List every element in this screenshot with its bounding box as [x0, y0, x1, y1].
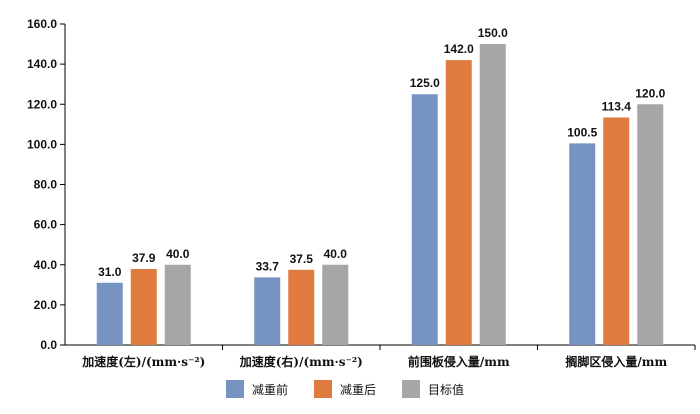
- x-category-label: 加速度(右)/(mm·s⁻²): [239, 354, 363, 369]
- bar: [411, 94, 438, 345]
- bars: [96, 44, 664, 346]
- bar: [322, 264, 349, 345]
- bar-value-label: 37.5: [290, 252, 314, 266]
- bar-value-label: 33.7: [256, 259, 280, 273]
- legend-label: 目标值: [428, 382, 464, 397]
- bar-value-label: 120.0: [635, 86, 665, 100]
- x-axis: 加速度(左)/(mm·s⁻²) 加速度(右)/(mm·s⁻²) 前围板侵入量/mm 搁…: [65, 344, 696, 369]
- bar-value-label: 113.4: [602, 99, 632, 113]
- bar: [445, 60, 472, 346]
- legend-swatch: [226, 380, 244, 398]
- x-category-label: 加速度(左)/(mm·s⁻²): [81, 354, 205, 369]
- legend-label: 减重前: [252, 382, 288, 397]
- bar: [637, 104, 664, 345]
- y-tick-label: 120.0: [27, 97, 57, 111]
- bar: [479, 44, 506, 345]
- bar-value-label: 40.0: [166, 247, 190, 261]
- bar-value-label: 125.0: [410, 76, 440, 90]
- x-category-label: 搁脚区侵入量/mm: [565, 354, 667, 369]
- bar: [603, 117, 630, 346]
- x-category-label: 前围板侵入量/mm: [408, 354, 510, 369]
- bar-value-label: 142.0: [444, 42, 474, 56]
- bar: [254, 277, 281, 345]
- bar: [164, 264, 191, 345]
- y-tick-label: 0.0: [40, 338, 57, 352]
- y-axis: 0.0 20.0 40.0 60.0 80.0 100.0 120.0 140.0 160.0: [27, 17, 66, 352]
- y-tick-label: 20.0: [34, 298, 58, 312]
- legend: 减重前 减重后 目标值: [226, 380, 464, 398]
- y-tick-label: 60.0: [34, 218, 58, 232]
- y-tick-label: 40.0: [34, 258, 58, 272]
- y-tick-label: 80.0: [34, 178, 58, 192]
- bar: [288, 269, 315, 345]
- y-tick-label: 100.0: [27, 137, 57, 151]
- bar: [130, 268, 157, 345]
- legend-swatch: [314, 380, 332, 398]
- bar: [569, 143, 596, 345]
- bar-value-label: 100.5: [567, 125, 597, 139]
- y-tick-label: 160.0: [27, 17, 57, 31]
- bar-value-label: 40.0: [324, 247, 348, 261]
- legend-swatch: [402, 380, 420, 398]
- bar-value-label: 31.0: [98, 265, 122, 279]
- y-tick-label: 140.0: [27, 57, 57, 71]
- legend-label: 减重后: [340, 383, 376, 397]
- data-labels: 31.0 37.9 40.0 33.7 37.5 40.0 125.0 142.0 150.0 1…: [98, 26, 666, 279]
- bar-value-label: 37.9: [132, 251, 156, 265]
- bar: [96, 282, 123, 345]
- bar-value-label: 150.0: [478, 26, 508, 40]
